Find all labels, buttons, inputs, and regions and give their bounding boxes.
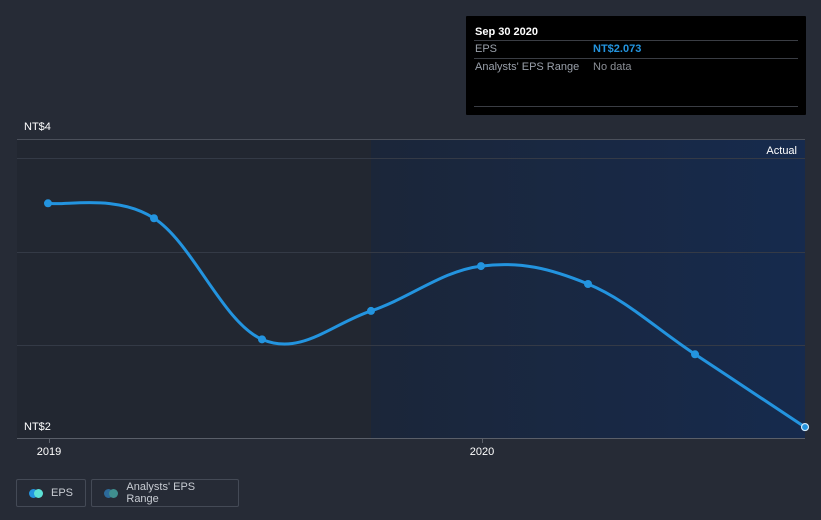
tooltip-divider — [474, 106, 798, 107]
eps-point[interactable] — [477, 262, 485, 271]
swatch-dot — [109, 488, 118, 498]
chart-legend: EPS Analysts' EPS Range — [16, 479, 239, 507]
eps-point[interactable] — [44, 199, 52, 208]
tooltip-eps-value: NT$2.073 — [593, 43, 642, 55]
legend-range-label: Analysts' EPS Range — [126, 481, 196, 505]
legend-toggle-eps[interactable]: EPS — [16, 479, 86, 507]
eps-point[interactable] — [691, 350, 699, 359]
eps-point[interactable] — [150, 214, 158, 223]
tooltip-range-value: No data — [593, 61, 632, 73]
legend-eps-label: EPS — [50, 487, 73, 499]
legend-toggle-analysts-range[interactable]: Analysts' EPS Range — [91, 479, 239, 507]
tooltip-date: Sep 30 2020 — [475, 26, 538, 38]
range-legend-swatch-icon — [104, 488, 118, 498]
x-axis-label-2019: 2019 — [36, 446, 62, 458]
data-tooltip: Sep 30 2020 EPS NT$2.073 Analysts' EPS R… — [466, 16, 806, 115]
swatch-dot — [29, 488, 38, 498]
actual-region-label: Actual — [766, 145, 797, 157]
actual-region — [371, 139, 805, 438]
swatch-dot — [104, 488, 113, 498]
eps-point[interactable] — [367, 306, 375, 315]
tooltip-range-label: Analysts' EPS Range — [475, 61, 580, 73]
tooltip-row-eps: EPS NT$2.073 — [474, 40, 798, 58]
y-axis-label-top: NT$4 — [24, 121, 51, 133]
past-region — [17, 139, 371, 438]
eps-point[interactable] — [258, 335, 266, 344]
eps-line — [46, 201, 807, 429]
eps-legend-swatch-icon — [29, 488, 43, 498]
y-axis-label-bottom: NT$2 — [24, 421, 51, 433]
eps-data-points — [44, 199, 810, 432]
x-axis-label-2020: 2020 — [469, 446, 495, 458]
eps-point-selected[interactable] — [800, 422, 810, 432]
tooltip-eps-label: EPS — [475, 43, 498, 55]
swatch-dot — [34, 488, 43, 498]
tooltip-row-range: Analysts' EPS Range No data — [474, 58, 798, 76]
eps-point[interactable] — [584, 280, 592, 289]
